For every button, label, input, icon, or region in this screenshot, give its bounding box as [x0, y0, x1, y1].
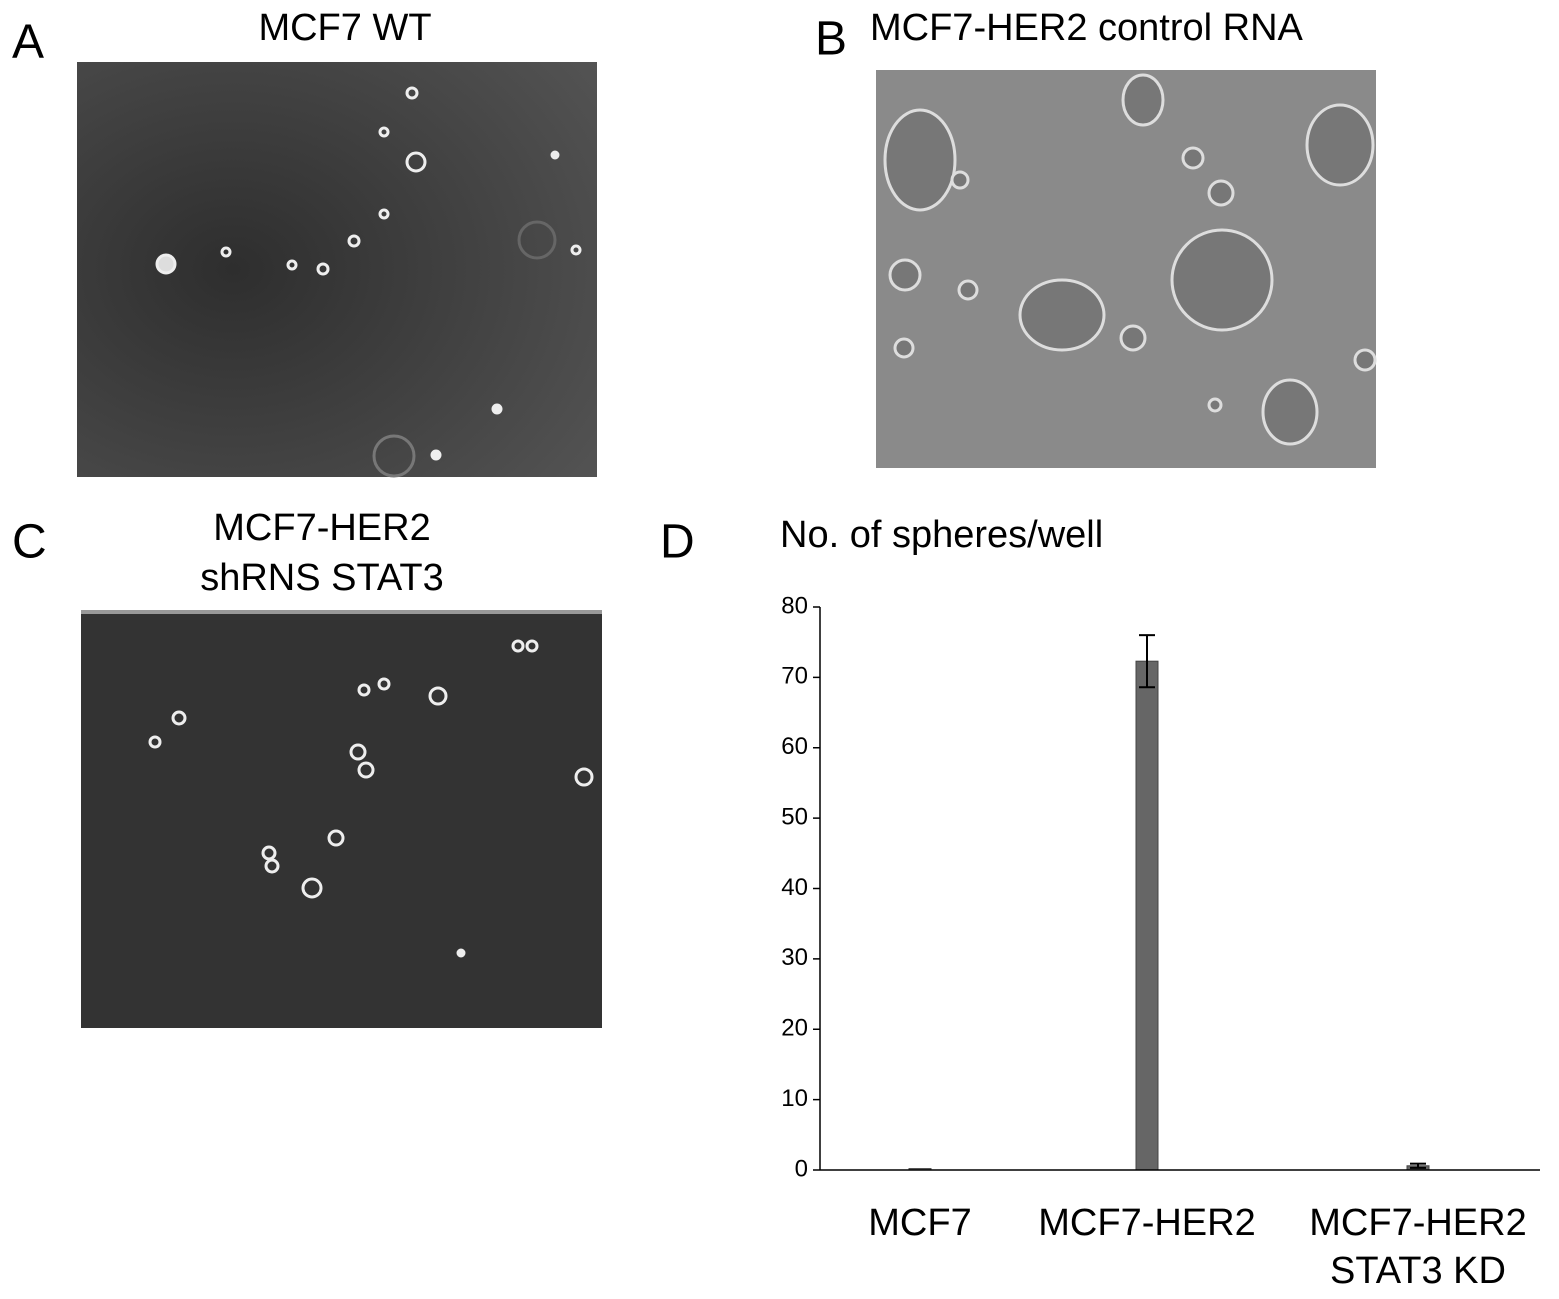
panel-label: A	[12, 16, 44, 69]
x-tick-label: MCF7-HER2	[1309, 1202, 1526, 1244]
bar	[1135, 660, 1159, 1171]
y-tick-label: 30	[781, 944, 808, 971]
y-tick-label: 50	[781, 803, 808, 830]
micrograph-a	[77, 62, 597, 477]
panel-title: shRNS STAT3	[200, 557, 444, 599]
y-tick-label: 0	[795, 1155, 808, 1182]
y-tick-label: 80	[781, 592, 808, 619]
y-tick-label: 10	[781, 1085, 808, 1112]
micrograph-c	[81, 612, 602, 1028]
panel-title: MCF7 WT	[258, 7, 431, 49]
x-tick-label: STAT3 KD	[1330, 1250, 1506, 1292]
panel-label: D	[660, 516, 695, 569]
x-tick-label: MCF7	[868, 1202, 971, 1244]
y-tick-label: 70	[781, 663, 808, 690]
panel-label: B	[815, 13, 847, 66]
y-tick-label: 20	[781, 1015, 808, 1042]
chart-title: No. of spheres/well	[780, 514, 1103, 556]
panel-title: MCF7-HER2	[213, 507, 430, 549]
y-tick-label: 60	[781, 733, 808, 760]
micrographs	[77, 62, 1377, 1028]
spheres	[883, 73, 1377, 446]
x-tick-label: MCF7-HER2	[1038, 1202, 1255, 1244]
panel-label: C	[12, 516, 47, 569]
cells	[148, 639, 594, 958]
panel-title: MCF7-HER2 control RNA	[870, 7, 1304, 49]
cells	[155, 86, 582, 478]
y-tick-label: 40	[781, 874, 808, 901]
